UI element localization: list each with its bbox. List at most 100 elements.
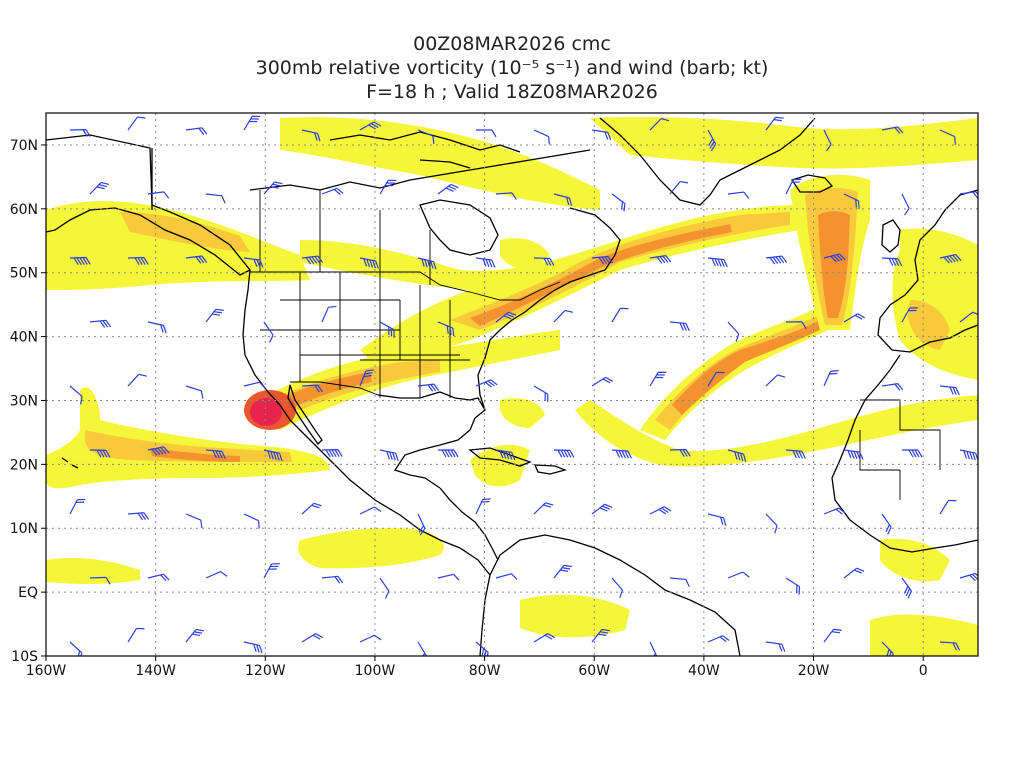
vort-patch-south-atlantic	[870, 614, 978, 656]
coast-hawaii	[61, 457, 79, 469]
wind-barb	[417, 257, 437, 270]
vort-band-subtropical-core	[280, 372, 372, 410]
wind-barb	[475, 498, 491, 515]
wind-barb	[533, 502, 554, 515]
lon-tick-label: 160W	[26, 663, 67, 679]
wind-barb	[591, 503, 613, 515]
coast-europe	[877, 189, 978, 353]
wind-barb	[205, 193, 226, 204]
wind-barb	[591, 255, 614, 265]
wind-barb	[147, 321, 167, 334]
wind-barb	[649, 641, 658, 656]
wind-barb	[707, 257, 728, 268]
wind-barb	[881, 383, 904, 391]
wind-barb	[185, 628, 205, 643]
wind-barb	[359, 121, 382, 131]
wind-barbs	[69, 115, 978, 656]
wind-barb	[843, 193, 860, 209]
wind-barb	[533, 129, 551, 145]
vort-band-greenland	[590, 116, 978, 169]
wind-barb	[591, 376, 613, 387]
vort-patch-equatorial-pacific	[46, 558, 140, 585]
coast-british-isles	[881, 219, 901, 253]
wind-barb	[765, 641, 786, 652]
wind-barb	[379, 577, 390, 599]
wind-barb	[379, 179, 397, 195]
wind-barb	[707, 513, 727, 526]
wind-barb	[959, 311, 978, 323]
coast-cuba	[468, 447, 532, 467]
wind-barb	[359, 257, 379, 269]
vort-band-subtropical-outer	[250, 330, 560, 430]
coast-canada-arctic	[249, 149, 591, 191]
coast-central-america	[439, 487, 499, 561]
wind-barb	[611, 577, 624, 598]
wind-barb	[301, 129, 321, 142]
wind-barb	[881, 641, 894, 656]
wind-barb	[823, 253, 846, 263]
wind-barb	[475, 379, 498, 388]
wind-barb	[147, 191, 170, 199]
coast-greenland	[599, 117, 816, 206]
wind-barb	[127, 627, 145, 643]
wind-barb	[243, 257, 264, 268]
title-line-valid: F=18 h ; Valid 18Z08MAR2026	[366, 81, 658, 103]
wind-barb	[785, 577, 801, 595]
title-line-run: 00Z08MAR2026 cmc	[413, 33, 611, 55]
vort-band-pacific-core	[150, 448, 240, 462]
wind-barb	[263, 563, 280, 579]
vort-band-atlantic-outer	[575, 395, 978, 467]
wind-barb	[495, 311, 517, 323]
border-canada-provinces	[259, 190, 431, 285]
wind-barb	[127, 373, 147, 387]
wind-barb	[939, 254, 962, 264]
wind-barb	[69, 641, 83, 656]
wind-barb	[649, 506, 672, 515]
vort-band-na-jet-mid	[450, 212, 790, 330]
wind-barb	[185, 255, 208, 264]
wind-barb	[359, 369, 374, 387]
vorticity-shading	[46, 116, 978, 656]
wind-barb	[611, 193, 626, 212]
wind-barb	[89, 576, 111, 585]
wind-barb	[417, 129, 435, 145]
wind-barb	[823, 507, 846, 515]
lon-tick-label: 100W	[355, 663, 396, 679]
wind-barb	[263, 449, 283, 462]
wind-barb	[611, 449, 632, 459]
plot-frame	[45, 112, 979, 657]
wind-barb	[785, 178, 802, 195]
wind-barb	[263, 181, 283, 195]
wind-barb	[611, 307, 629, 323]
wind-barb	[765, 513, 778, 534]
coast-hudson	[419, 199, 499, 256]
coast-gulf-mexico	[377, 391, 486, 489]
wind-barb	[669, 180, 689, 195]
wind-barb	[959, 191, 978, 199]
wind-barb	[649, 371, 667, 387]
wind-barb	[89, 319, 112, 328]
wind-barb	[243, 381, 266, 389]
wind-barb	[379, 321, 395, 338]
wind-barb	[707, 371, 725, 387]
wind-barb	[495, 449, 516, 461]
lon-tick-label: 20W	[798, 663, 830, 679]
wind-barb	[475, 257, 496, 268]
wind-barb	[727, 449, 747, 462]
wind-barb	[707, 129, 717, 152]
coast-hispaniola	[533, 464, 568, 475]
wind-barb	[495, 192, 517, 200]
vort-band-pacific-outer	[46, 387, 330, 489]
wind-barb	[533, 385, 549, 403]
wind-barb	[533, 633, 556, 643]
wind-barb	[669, 321, 690, 332]
coast-us-east	[477, 207, 621, 411]
vort-max-baja-core	[250, 398, 282, 426]
map-title: 00Z08MAR2026 cmc 300mb relative vorticit…	[0, 32, 1024, 104]
wind-barb	[205, 308, 224, 323]
wind-barb	[475, 641, 489, 656]
lon-tick-label: 60W	[578, 663, 610, 679]
wind-barb	[69, 385, 83, 405]
wind-barb	[959, 572, 978, 582]
wind-barb	[901, 577, 912, 599]
